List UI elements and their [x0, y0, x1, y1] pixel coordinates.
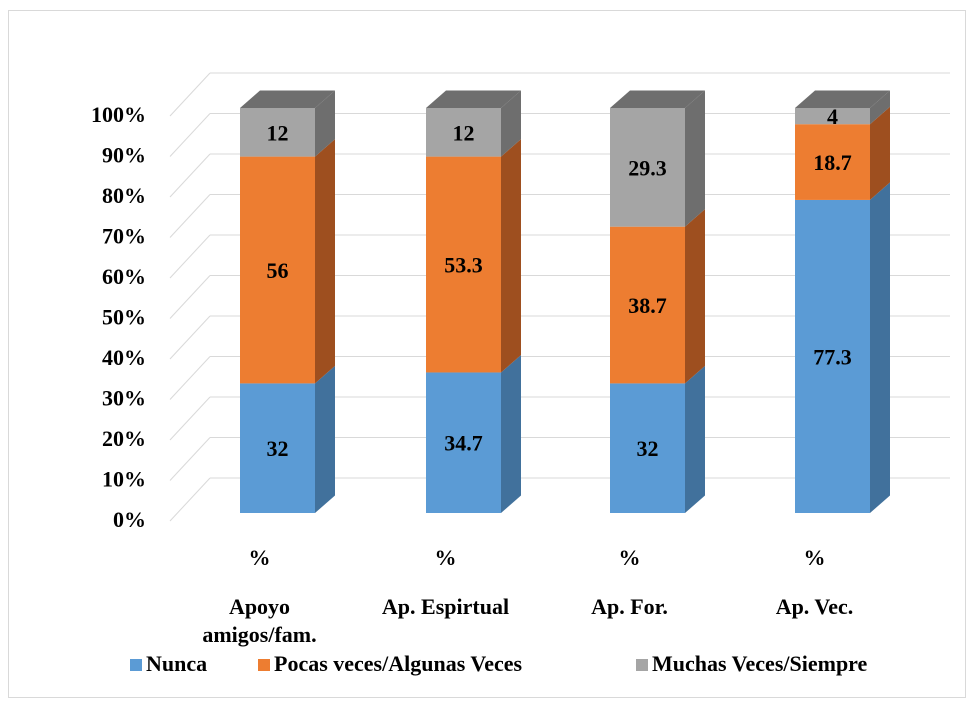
gridline-depth	[169, 477, 211, 522]
bar-segment	[426, 372, 501, 513]
gridline-depth	[169, 356, 211, 400]
x-tick-label: Ap. Espirtual	[382, 594, 509, 619]
bar-segment	[610, 108, 685, 227]
y-tick-label: 60%	[102, 264, 146, 289]
data-label: 56	[267, 258, 289, 283]
bar-top	[795, 90, 890, 108]
bar-side	[501, 90, 521, 157]
gridline-depth	[169, 275, 211, 319]
x-sublabel: %	[435, 545, 457, 570]
bar-segment	[610, 226, 685, 384]
bar-side	[870, 182, 890, 513]
bar-side	[870, 106, 890, 200]
data-label: 18.7	[813, 150, 852, 175]
gridline-depth	[169, 396, 211, 441]
bar-side	[315, 90, 335, 157]
bar-side	[685, 90, 705, 227]
gridline-depth	[169, 234, 211, 279]
x-tick-label: amigos/fam.	[202, 622, 316, 647]
y-tick-label: 30%	[102, 386, 146, 411]
bar-side	[501, 354, 521, 513]
y-axis: 0% 10% 20% 30% 40% 50% 60% 70% 80% 90% 100%	[91, 102, 146, 532]
bar-segment	[426, 108, 501, 157]
bar-side	[315, 365, 335, 513]
bar-side	[685, 365, 705, 513]
y-tick-label: 100%	[91, 102, 146, 127]
bar-segment	[795, 124, 870, 200]
y-tick-label: 90%	[102, 143, 146, 168]
bar-side	[315, 139, 335, 384]
bar-segment	[240, 108, 315, 157]
x-sublabel: %	[249, 545, 271, 570]
legend-swatch	[130, 659, 142, 671]
gridline-depth	[169, 153, 211, 198]
bar-side	[501, 139, 521, 373]
bar-segment	[795, 199, 870, 513]
legend: Nunca Pocas veces/Algunas Veces Muchas Vec…	[130, 651, 868, 676]
y-tick-label: 70%	[102, 224, 146, 249]
data-label: 34.7	[444, 431, 483, 456]
x-tick-label: Ap. Vec.	[776, 594, 854, 619]
x-sublabel: %	[619, 545, 641, 570]
gridline-depth	[169, 194, 211, 238]
data-label: 32	[267, 436, 289, 461]
bar-segment	[795, 108, 870, 125]
data-label: 38.7	[628, 293, 667, 318]
legend-swatch	[636, 659, 648, 671]
y-tick-label: 50%	[102, 305, 146, 330]
legend-label: Nunca	[146, 651, 207, 676]
data-label: 77.3	[813, 344, 852, 369]
gridline-depth	[169, 437, 211, 481]
y-tick-label: 10%	[102, 467, 146, 492]
bar-side	[685, 209, 705, 384]
data-label: 32	[637, 436, 659, 461]
x-sublabel: %	[804, 545, 826, 570]
data-label: 53.3	[444, 253, 483, 278]
bars: 32 56 12 34.7 53.3 12 32 38.7 29.3 77.3 18.7 4	[240, 90, 890, 513]
bar-segment	[240, 383, 315, 513]
bar-top	[240, 90, 335, 108]
legend-label: Pocas veces/Algunas Veces	[274, 651, 523, 676]
bar-side	[870, 90, 890, 125]
gridline-depth	[169, 113, 211, 157]
legend-swatch	[258, 659, 270, 671]
y-tick-label: 0%	[113, 507, 146, 532]
y-tick-label: 80%	[102, 183, 146, 208]
bar-segment	[240, 156, 315, 384]
x-axis: % Apoyo amigos/fam.% Ap. Espirtual% Ap. For.…	[202, 545, 853, 647]
data-label: 12	[267, 120, 289, 145]
gridline-depth	[169, 315, 211, 360]
x-tick-label: Ap. For.	[591, 594, 668, 619]
y-tick-label: 20%	[102, 426, 146, 451]
bar-segment	[426, 156, 501, 373]
data-label: 12	[453, 120, 475, 145]
bar-top	[426, 90, 521, 108]
bar-segment	[610, 383, 685, 513]
gridline-depth	[169, 72, 211, 117]
data-label: 4	[827, 104, 838, 129]
bar-top	[610, 90, 705, 108]
data-label: 29.3	[628, 155, 667, 180]
x-tick-label: Apoyo	[229, 594, 290, 619]
legend-label: Muchas Veces/Siempre	[652, 651, 868, 676]
y-tick-label: 40%	[102, 345, 146, 370]
